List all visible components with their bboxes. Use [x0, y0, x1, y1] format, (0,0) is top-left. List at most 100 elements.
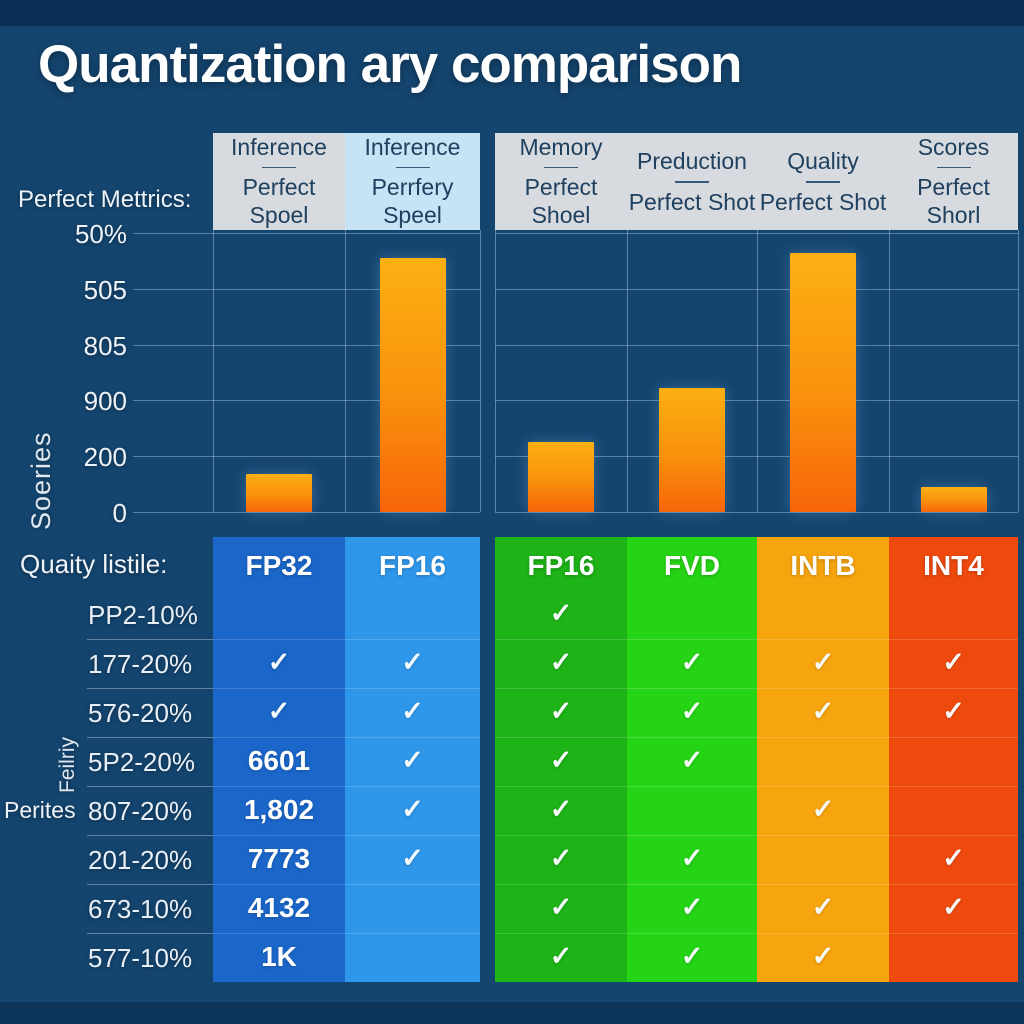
check-icon: ✓: [549, 793, 573, 824]
header-cell-title: Memory: [519, 134, 603, 160]
row-separator: [213, 737, 480, 738]
top-border-strip: [0, 0, 1024, 26]
header-cell-title: Inference: [231, 134, 327, 160]
header-divider-dash: [262, 166, 296, 168]
bar-5: [790, 253, 856, 512]
row-separator: [495, 884, 1018, 885]
header-cell-title: Scores: [917, 134, 990, 160]
header-cell-title: Quality: [787, 147, 859, 174]
table-row-label: PP2-10%: [88, 599, 198, 630]
header-cell-5: Quality Perfect Shot: [757, 133, 889, 230]
grid-line: [495, 512, 1018, 513]
chart-panel-line: [1018, 230, 1019, 512]
chart-panel-line: [627, 230, 628, 512]
check-icon: ✓: [267, 646, 291, 677]
row-label-separator: [87, 933, 213, 934]
row-separator: [495, 933, 1018, 934]
check-icon: ✓: [942, 646, 965, 677]
header-cell-subtitle: Perfect Shot: [759, 188, 887, 215]
header-divider-dash: [936, 166, 971, 168]
check-icon: ✓: [549, 695, 573, 726]
check-icon: ✓: [549, 940, 573, 971]
cell-value: 1,802: [243, 793, 315, 825]
column-block-6: [889, 537, 1018, 982]
side-axis-label-rotated: Feilriy: [56, 737, 79, 793]
chart-panel-line: [345, 230, 346, 512]
header-divider-dash: [395, 166, 430, 168]
grid-line: [133, 456, 480, 458]
cell-value: 6601: [247, 744, 311, 776]
table-row-label: 201-20%: [88, 844, 193, 875]
header-cell-6: Scores Perfect Shorl: [889, 133, 1018, 230]
check-icon: ✓: [401, 842, 424, 873]
grid-line: [495, 456, 1018, 458]
header-cell-title: Inference: [364, 134, 461, 160]
row-separator: [213, 688, 480, 689]
check-icon: ✓: [401, 695, 424, 726]
grid-line: [495, 400, 1018, 402]
table-column-header-6: INT4: [923, 550, 984, 581]
y-tick-label: 805: [83, 330, 127, 361]
row-label-separator: [87, 835, 213, 836]
header-cell-3: Memory Perfect Shoel: [495, 133, 627, 230]
row-label-separator: [87, 786, 213, 787]
header-cell-title: Preduction: [637, 147, 747, 174]
grid-line: [133, 288, 480, 290]
table-row-label: 576-20%: [88, 697, 193, 728]
header-divider-dash: [544, 166, 578, 168]
table-section-label: Quaity listile:: [20, 549, 168, 579]
header-divider-dash: [806, 180, 840, 183]
row-label-separator: [87, 884, 213, 885]
check-icon: ✓: [549, 744, 573, 775]
check-icon: ✓: [680, 891, 704, 922]
header-cell-2: Inference Perrfery Speel: [345, 133, 480, 230]
header-cell-subtitle: Perfect Shoel: [524, 173, 598, 229]
grid-line: [495, 233, 1018, 234]
check-icon: ✓: [680, 842, 704, 873]
table-row-label: 177-20%: [88, 648, 193, 679]
check-icon: ✓: [942, 891, 965, 922]
table-row-label: 5P2-20%: [88, 746, 195, 777]
metrics-axis-label: Perfect Mettrics:: [18, 186, 192, 213]
check-icon: ✓: [811, 940, 835, 971]
grid-line: [133, 512, 480, 513]
check-icon: ✓: [680, 646, 704, 677]
check-icon: ✓: [401, 793, 424, 824]
row-separator: [213, 884, 480, 885]
y-tick-label: 50%: [74, 219, 127, 249]
table-row-label: 807-20%: [88, 795, 193, 826]
check-icon: ✓: [680, 940, 704, 971]
check-icon: ✓: [680, 695, 704, 726]
header-cell-subtitle: Perrfery Speel: [371, 173, 454, 229]
bar-2: [379, 258, 446, 512]
row-label-separator: [87, 639, 213, 640]
row-separator: [495, 786, 1018, 787]
bottom-border-strip: [0, 1002, 1024, 1024]
header-cell-4: Preduction Perfect Shot: [627, 133, 757, 230]
row-label-separator: [87, 688, 213, 689]
y-tick-label: 200: [83, 442, 127, 473]
table-row-label: 577-10%: [88, 942, 193, 973]
check-icon: ✓: [811, 793, 835, 824]
chart-panel-line: [757, 230, 758, 512]
page-title: Quantization ary comparison: [38, 35, 742, 94]
check-icon: ✓: [942, 842, 965, 873]
row-separator: [495, 639, 1018, 640]
row-separator: [495, 688, 1018, 689]
bar-4: [659, 388, 725, 512]
header-divider-dash: [675, 180, 709, 183]
check-icon: ✓: [549, 597, 573, 628]
side-axis-label: Perites: [4, 797, 76, 823]
column-block-4: [627, 537, 757, 982]
table-column-header-5: INTB: [790, 550, 856, 581]
grid-line: [495, 288, 1018, 290]
table-column-header-4: FVD: [664, 550, 720, 581]
header-cell-1: Inference Perfect Spoel: [213, 133, 345, 230]
row-separator: [495, 835, 1018, 836]
column-block-1: [213, 537, 345, 982]
check-icon: ✓: [811, 891, 835, 922]
row-separator: [495, 737, 1018, 738]
y-tick-label: 505: [83, 274, 127, 305]
chart-panel-line: [480, 230, 481, 512]
